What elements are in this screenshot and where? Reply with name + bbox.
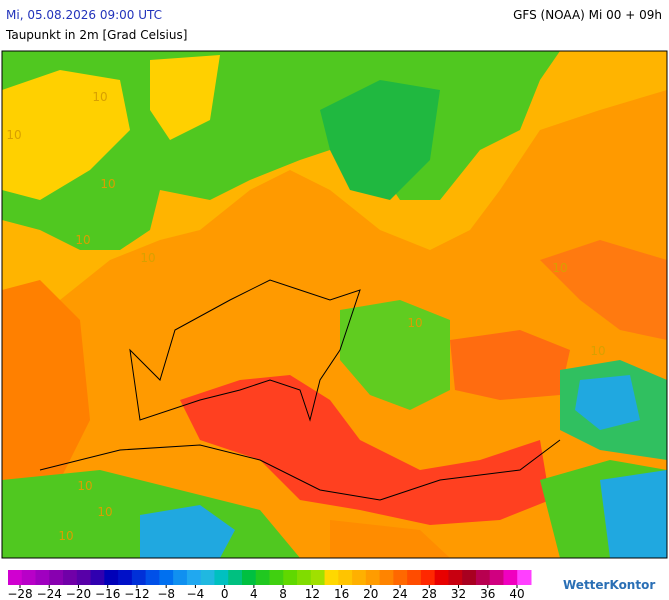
legend-swatch: [76, 570, 92, 585]
map-title: Taupunkt in 2m [Grad Celsius]: [5, 28, 187, 42]
map-frame: [1, 50, 668, 559]
legend-tick-label: 0: [221, 587, 229, 600]
legend-swatch: [118, 570, 133, 585]
contour-label: 10: [100, 177, 115, 191]
contour-label: 10: [590, 344, 605, 358]
legend-swatch: [489, 570, 504, 585]
model-run: GFS (NOAA) Mi 00 + 09h: [513, 8, 662, 22]
legend-tick-label: 16: [334, 587, 349, 600]
datetime: Mi, 05.08.2026 09:00 UTC: [6, 8, 162, 22]
contour-label: 10: [552, 261, 567, 275]
legend-swatch: [407, 570, 422, 585]
legend-swatch: [228, 570, 243, 585]
brand: WetterKontor: [563, 578, 655, 592]
contour-label: 10: [77, 479, 92, 493]
legend-tick-label: 32: [451, 587, 466, 600]
legend-tick-label: 24: [392, 587, 407, 600]
contour-label: 10: [58, 529, 73, 543]
legend-tick-label: −20: [66, 587, 91, 600]
contour-label: 10: [75, 233, 90, 247]
legend-swatch: [214, 570, 229, 585]
legend-swatch: [448, 570, 463, 585]
contour-label: 10: [97, 505, 112, 519]
legend-swatch: [173, 570, 188, 585]
legend-tick-label: −8: [157, 587, 175, 600]
legend-swatch: [159, 570, 174, 585]
legend-swatch: [310, 570, 326, 585]
legend-swatch: [241, 570, 257, 585]
legend-swatch: [324, 570, 339, 585]
legend-swatch: [338, 570, 353, 585]
legend-swatch: [21, 570, 37, 585]
legend-swatch: [297, 570, 312, 585]
contour-label: 10: [92, 90, 107, 104]
legend-swatch: [145, 570, 160, 585]
legend-swatch: [49, 570, 64, 585]
legend-tick-label: 28: [422, 587, 437, 600]
legend-swatch: [131, 570, 147, 585]
legend-swatch: [352, 570, 367, 585]
legend-swatch: [462, 570, 477, 585]
legend-swatch: [255, 570, 270, 585]
legend-tick-label: 40: [509, 587, 524, 600]
legend-swatch: [35, 570, 50, 585]
legend-swatch: [393, 570, 408, 585]
legend-tick-label: 36: [480, 587, 495, 600]
legend-tick-label: 20: [363, 587, 378, 600]
contour-label: 10: [407, 316, 422, 330]
legend-tick-label: −4: [187, 587, 205, 600]
legend-tick-label: −12: [124, 587, 149, 600]
legend-tick-label: −24: [37, 587, 62, 600]
legend-tick-label: 8: [279, 587, 287, 600]
map-field: [2, 51, 667, 558]
legend-tick-label: −16: [95, 587, 120, 600]
legend-swatch: [90, 570, 105, 585]
contour-label: 10: [140, 251, 155, 265]
legend-swatch: [365, 570, 381, 585]
legend-swatch: [104, 570, 119, 585]
legend-swatch: [200, 570, 215, 585]
legend-swatch: [379, 570, 394, 585]
legend-swatch: [434, 570, 449, 585]
legend-swatch: [503, 570, 518, 585]
legend-swatch: [8, 570, 23, 585]
legend-swatch: [517, 570, 532, 585]
legend-tick-label: −28: [7, 587, 32, 600]
legend-swatch: [475, 570, 491, 585]
legend-swatch: [420, 570, 436, 585]
legend-swatch: [186, 570, 202, 585]
contour-label: 10: [6, 128, 21, 142]
legend-swatch: [63, 570, 78, 585]
legend-swatch: [283, 570, 298, 585]
legend-swatch: [269, 570, 284, 585]
legend-tick-label: 12: [305, 587, 320, 600]
legend-tick-label: 4: [250, 587, 258, 600]
